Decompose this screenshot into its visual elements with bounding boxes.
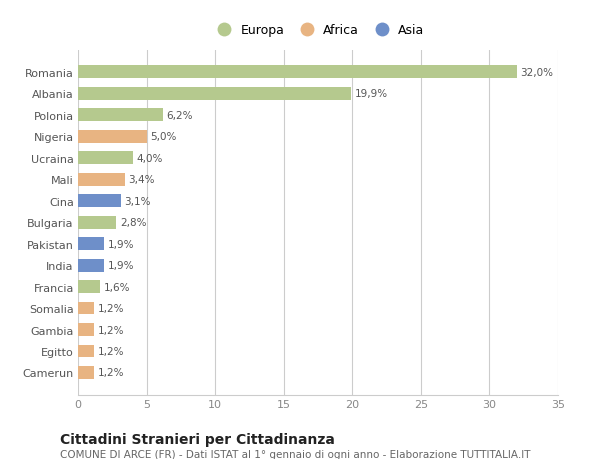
Text: 32,0%: 32,0% — [520, 67, 553, 78]
Text: 1,6%: 1,6% — [103, 282, 130, 292]
Text: 2,8%: 2,8% — [120, 218, 146, 228]
Text: Cittadini Stranieri per Cittadinanza: Cittadini Stranieri per Cittadinanza — [60, 432, 335, 446]
Bar — [78, 216, 116, 229]
Text: 1,2%: 1,2% — [98, 346, 124, 356]
Text: 1,9%: 1,9% — [107, 261, 134, 270]
Bar — [78, 195, 121, 207]
Text: 3,1%: 3,1% — [124, 196, 151, 206]
Text: 1,2%: 1,2% — [98, 303, 124, 313]
Bar — [78, 280, 100, 293]
Text: 6,2%: 6,2% — [166, 111, 193, 120]
Text: COMUNE DI ARCE (FR) - Dati ISTAT al 1° gennaio di ogni anno - Elaborazione TUTTI: COMUNE DI ARCE (FR) - Dati ISTAT al 1° g… — [60, 449, 530, 459]
Text: 5,0%: 5,0% — [150, 132, 176, 142]
Bar — [78, 259, 104, 272]
Bar — [78, 130, 146, 143]
Legend: Europa, Africa, Asia: Europa, Africa, Asia — [207, 19, 429, 42]
Bar — [78, 109, 163, 122]
Text: 19,9%: 19,9% — [355, 89, 388, 99]
Text: 1,9%: 1,9% — [107, 239, 134, 249]
Text: 1,2%: 1,2% — [98, 368, 124, 378]
Bar — [78, 66, 517, 79]
Bar — [78, 88, 351, 101]
Bar — [78, 174, 125, 186]
Text: 3,4%: 3,4% — [128, 175, 155, 185]
Bar — [78, 366, 94, 379]
Bar — [78, 152, 133, 165]
Bar — [78, 302, 94, 315]
Text: 4,0%: 4,0% — [136, 153, 163, 163]
Text: 1,2%: 1,2% — [98, 325, 124, 335]
Bar — [78, 238, 104, 251]
Bar — [78, 323, 94, 336]
Bar — [78, 345, 94, 358]
